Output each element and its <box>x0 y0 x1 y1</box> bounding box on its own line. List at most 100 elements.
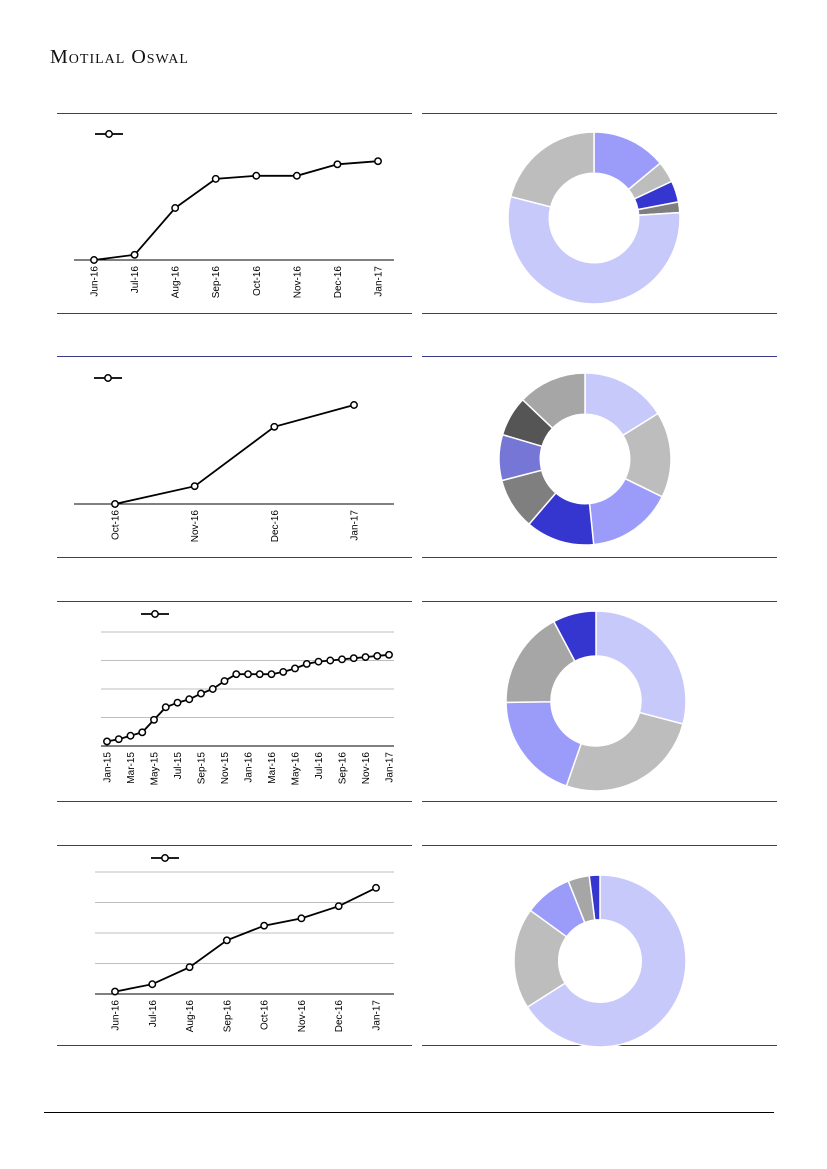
donut-chart-3 <box>505 610 687 792</box>
data-point <box>270 422 279 431</box>
data-point <box>103 737 111 746</box>
section-rule <box>57 557 412 558</box>
x-tick-label: Jan-17 <box>385 752 396 783</box>
data-point <box>90 256 98 264</box>
data-point <box>111 500 119 508</box>
section-rule <box>422 801 777 802</box>
section-rule <box>57 845 412 846</box>
series-line <box>93 160 379 261</box>
line-chart-1: Jun-16 Jul-16 Aug-16 Sep-16 Oct-16 Nov-16 Dec-… <box>74 130 394 299</box>
donut-slice <box>595 610 687 725</box>
data-point <box>252 171 261 180</box>
x-tick-label: Jun-16 <box>90 266 101 297</box>
donut-slice <box>588 874 601 921</box>
line-chart-2: Oct-16 Nov-16 Dec-16 Jan-17 <box>74 374 394 543</box>
section-rule <box>422 845 777 846</box>
section-rule <box>422 113 777 114</box>
data-point <box>173 698 182 707</box>
section-rule <box>422 601 777 602</box>
line-chart-4: Jun-16 Jul-16 Aug-16 Sep-16 Oct-16 Nov-16 Dec-… <box>95 854 394 1033</box>
x-tick-label: Oct-16 <box>260 1000 271 1030</box>
donut-slice <box>565 711 684 792</box>
section-rule <box>422 557 777 558</box>
donut-slice <box>521 372 586 430</box>
donut-chart-1 <box>507 131 681 305</box>
data-point <box>297 914 306 923</box>
series-line <box>114 887 377 993</box>
data-point <box>138 728 147 737</box>
data-point <box>220 677 229 685</box>
data-point <box>222 936 231 945</box>
x-tick-label: Aug-16 <box>171 266 182 299</box>
legend-marker <box>161 854 169 862</box>
data-point <box>130 250 139 259</box>
legend-marker <box>151 610 159 618</box>
data-point <box>232 670 241 679</box>
donut-chart-2 <box>498 372 672 546</box>
data-point <box>334 902 343 911</box>
data-point <box>385 650 393 659</box>
x-tick-label: Jan-15 <box>103 752 114 783</box>
x-tick-label: Jul-16 <box>314 752 325 780</box>
x-tick-label: Jan-17 <box>372 1000 383 1031</box>
x-tick-label: Dec-16 <box>333 266 344 299</box>
x-tick-label: Sep-16 <box>338 752 349 785</box>
data-point <box>161 703 170 712</box>
data-point <box>148 980 157 989</box>
data-point <box>150 715 158 724</box>
x-tick-label: Nov-16 <box>292 266 303 299</box>
data-point <box>211 174 220 183</box>
donut-slice <box>507 195 681 305</box>
data-point <box>374 157 382 166</box>
x-tick-label: Jul-15 <box>173 752 184 780</box>
data-point <box>185 695 194 704</box>
data-point <box>349 654 358 663</box>
x-tick-label: Jan-17 <box>374 266 385 297</box>
data-point <box>260 921 269 930</box>
x-tick-label: Jul-16 <box>148 1000 159 1028</box>
x-tick-label: Jul-16 <box>130 266 141 294</box>
series-line <box>106 653 390 743</box>
footer-rule <box>44 1112 774 1113</box>
x-tick-label: Nov-16 <box>190 510 201 543</box>
data-point <box>314 657 323 666</box>
line-chart-3: Jan-15 Mar-15 May-15 Jul-15 Sep-15 Nov-15 Jan-… <box>101 610 396 786</box>
x-tick-label: Sep-16 <box>211 266 222 299</box>
x-tick-label: Mar-16 <box>267 752 278 784</box>
section-rule <box>57 113 412 114</box>
data-point <box>190 482 199 491</box>
section-rule <box>57 356 412 357</box>
donut-slice <box>552 610 597 663</box>
x-tick-label: Jan-17 <box>350 510 361 541</box>
x-tick-label: Aug-16 <box>185 1000 196 1033</box>
section-rule <box>422 356 777 357</box>
x-tick-label: Nov-16 <box>361 752 372 785</box>
data-point <box>373 651 382 660</box>
data-point <box>279 667 288 676</box>
data-point <box>292 171 301 180</box>
data-point <box>350 401 358 409</box>
data-point <box>126 731 135 740</box>
data-point <box>171 204 180 212</box>
legend-marker <box>105 130 113 138</box>
data-point <box>208 685 217 693</box>
x-tick-label: Mar-15 <box>126 752 137 784</box>
donut-chart-4 <box>513 874 687 1048</box>
section-rule <box>57 1045 412 1046</box>
x-tick-label: Nov-16 <box>297 1000 308 1033</box>
data-point <box>197 689 205 698</box>
data-point <box>338 655 346 664</box>
data-point <box>267 670 276 679</box>
section-rule <box>57 601 412 602</box>
data-point <box>111 987 119 996</box>
series-line <box>114 404 355 505</box>
x-tick-label: Sep-15 <box>197 752 208 785</box>
x-tick-label: May-15 <box>150 752 161 786</box>
x-tick-label: Dec-16 <box>334 1000 345 1033</box>
brand-logo: Motilal Oswal <box>50 46 189 68</box>
section-rule <box>57 313 412 314</box>
data-point <box>244 670 252 679</box>
x-tick-label: Oct-16 <box>252 266 263 296</box>
section-rule <box>57 801 412 802</box>
data-point <box>361 653 370 662</box>
